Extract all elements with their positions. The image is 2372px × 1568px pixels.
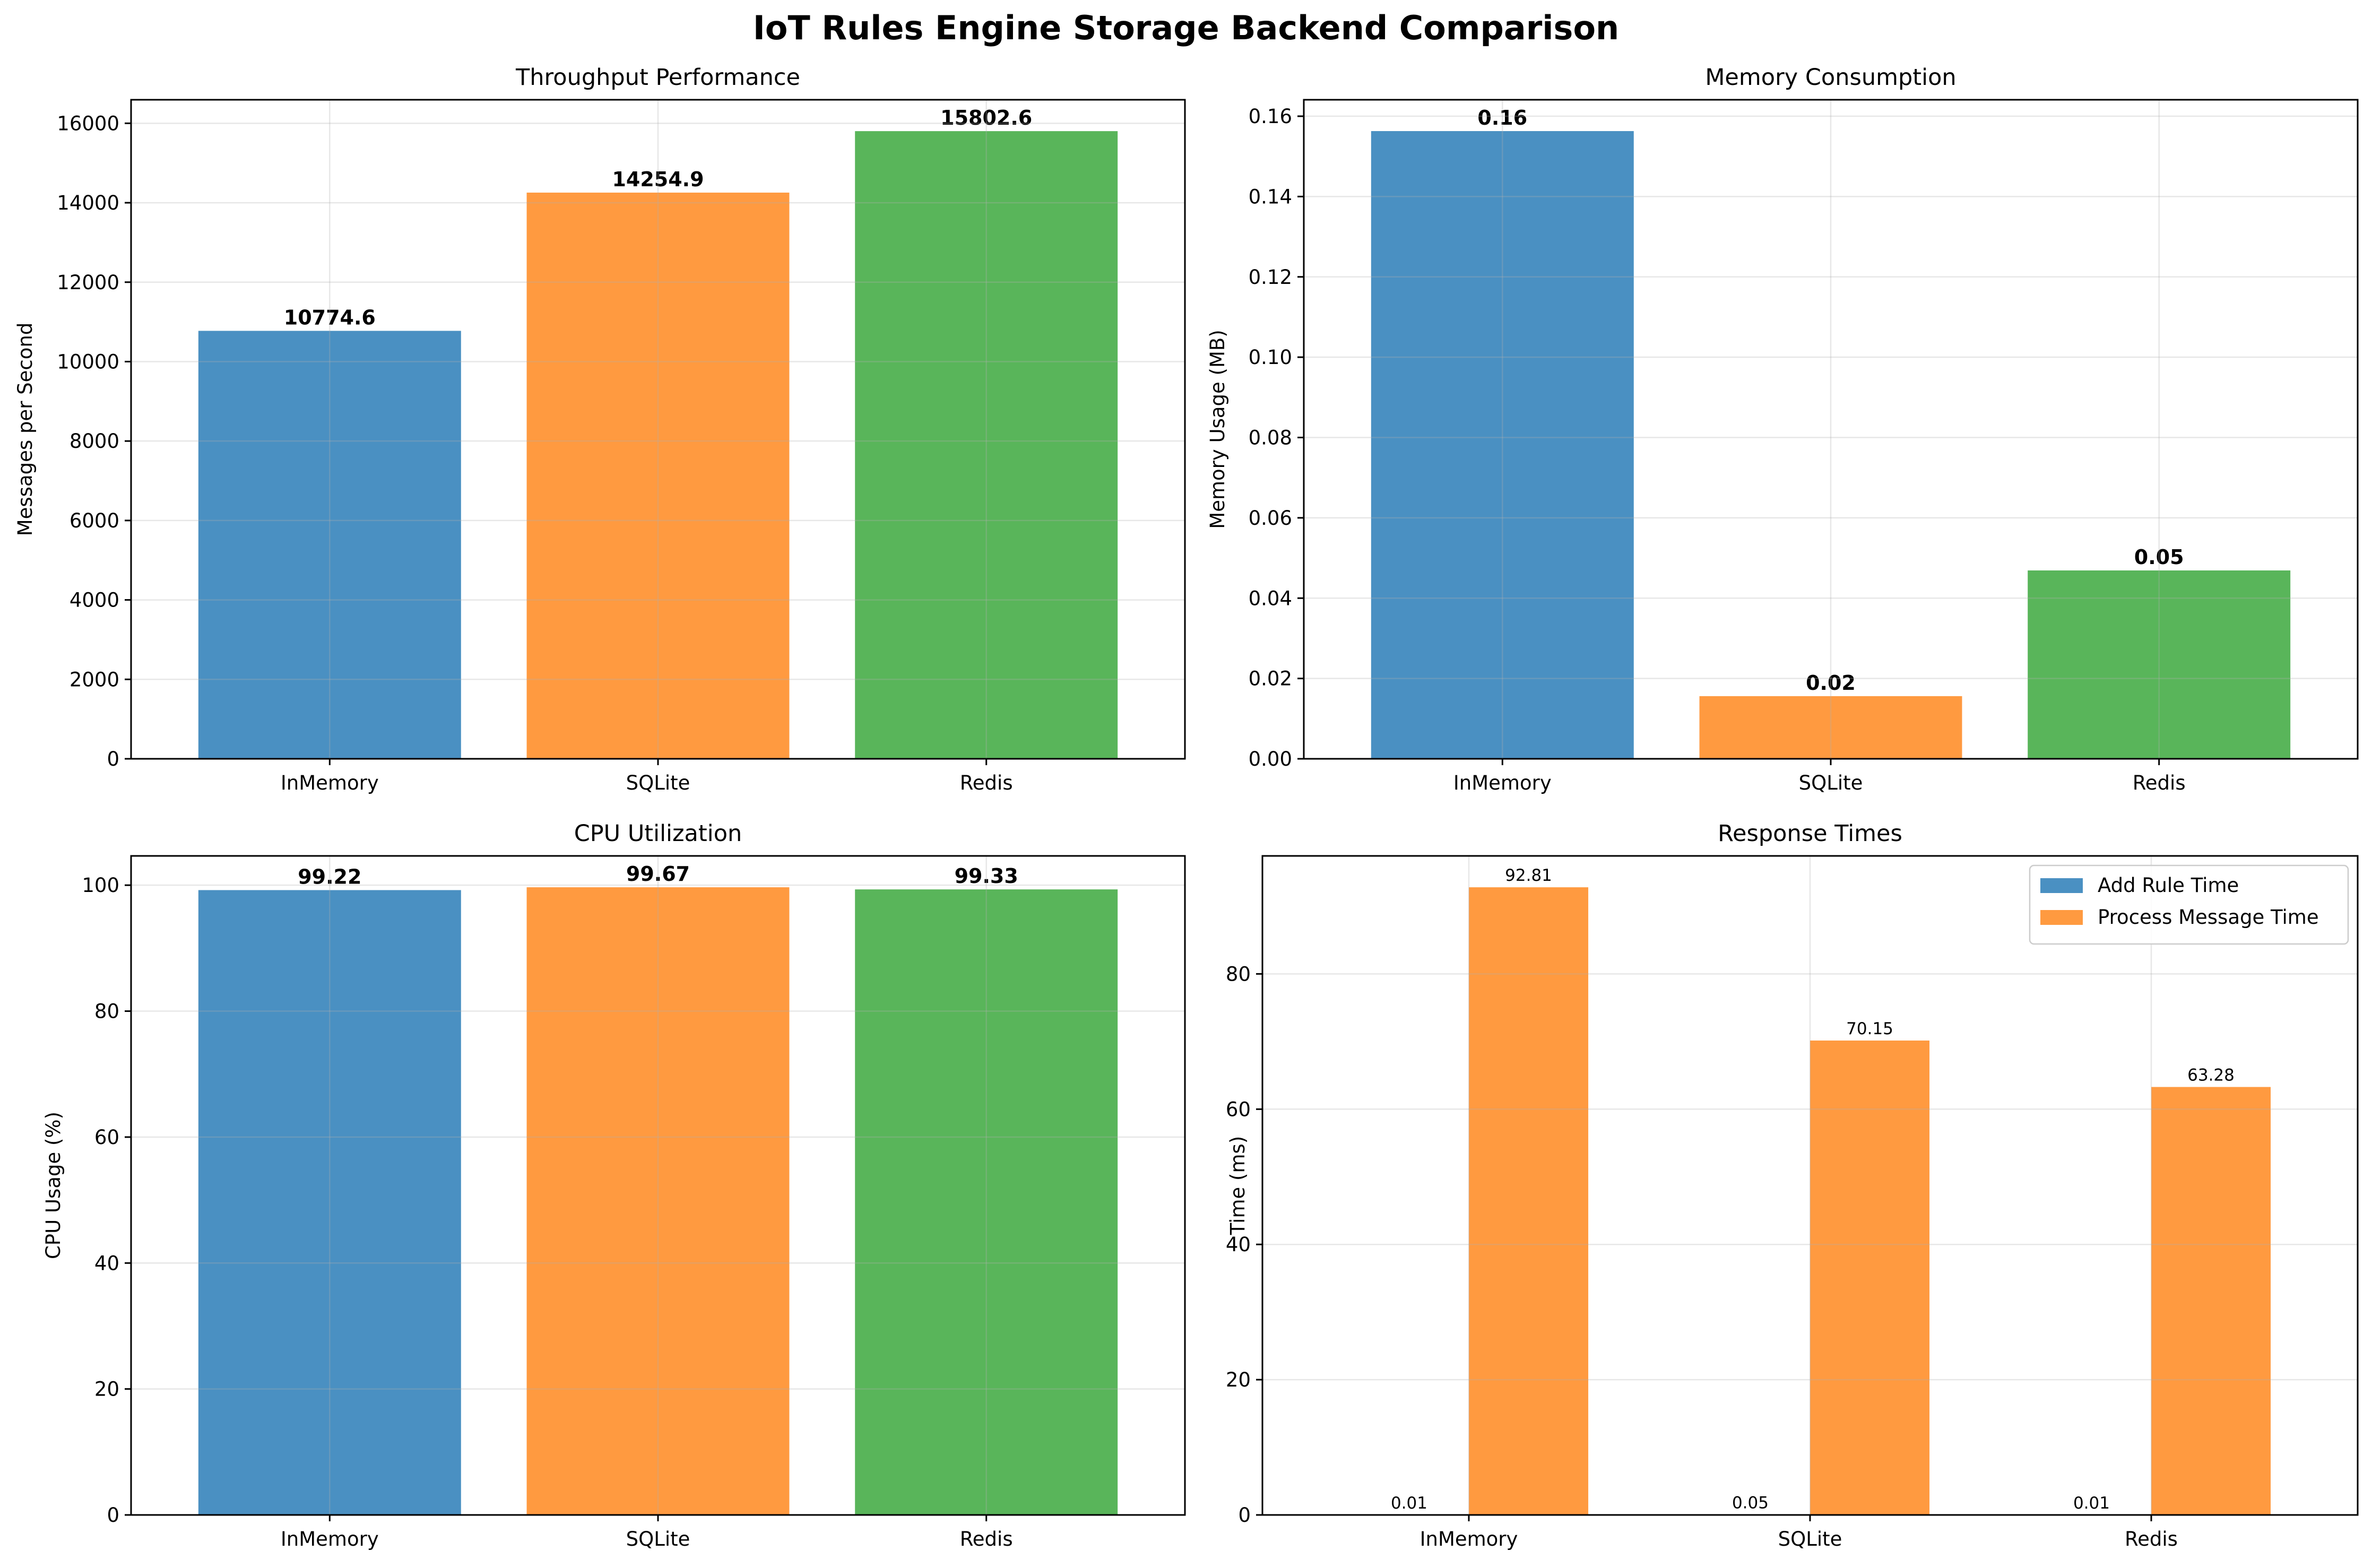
cpu-chart: CPU Utilization CPU Usage (%) 99.22 99.67… <box>42 820 1186 1550</box>
x-tick-label: InMemory <box>1453 772 1552 794</box>
bar <box>526 192 790 759</box>
y-tick-label: 0.16 <box>1249 105 1292 128</box>
figure-title: IoT Rules Engine Storage Backend Compari… <box>753 8 1619 47</box>
x-tick-label: SQLite <box>626 772 690 794</box>
data-label: 99.67 <box>626 862 690 886</box>
x-tick-label: InMemory <box>281 1528 379 1550</box>
data-label: 0.05 <box>2134 545 2184 569</box>
y-tick-label: 16000 <box>57 112 119 135</box>
legend-frame <box>2029 864 2349 945</box>
bar <box>198 331 461 759</box>
chart-title: Throughput Performance <box>515 64 800 91</box>
throughput-chart: Throughput Performance Messages per Seco… <box>14 64 1186 794</box>
data-label: 99.22 <box>298 865 361 888</box>
plot-area: 0.01 0.05 0.01 92.81 70.15 63.28 0 20 40 60 80 InMe… <box>1226 855 2359 1550</box>
y-tick-label: 10000 <box>57 350 119 373</box>
bar <box>198 890 461 1515</box>
bar <box>2151 1087 2271 1515</box>
y-tick-label: 2000 <box>70 668 119 691</box>
bar <box>855 131 1118 759</box>
bar <box>1469 887 1589 1515</box>
y-tick-label: 12000 <box>57 271 119 294</box>
y-tick-label: 6000 <box>70 509 119 532</box>
plot-area: 10774.6 14254.9 15802.6 0 2000 4000 6000 8000 10… <box>57 99 1186 794</box>
y-tick-label: 0.02 <box>1249 668 1292 690</box>
x-tick-label: Redis <box>960 772 1013 794</box>
y-tick-label: 0 <box>107 1504 119 1527</box>
bar <box>2028 570 2291 759</box>
data-label: 63.28 <box>2187 1065 2235 1085</box>
y-axis-label: Messages per Second <box>14 323 37 536</box>
x-tick-label: Redis <box>960 1528 1013 1550</box>
y-tick-label: 60 <box>1226 1098 1251 1121</box>
data-label: 0.01 <box>2073 1494 2110 1513</box>
y-tick-label: 8000 <box>70 430 119 453</box>
y-tick-label: 40 <box>94 1252 119 1275</box>
y-tick-label: 0.06 <box>1249 507 1292 530</box>
legend-entry: Process Message Time <box>2098 906 2319 929</box>
x-tick-label: SQLite <box>1799 772 1863 794</box>
x-tick-label: InMemory <box>281 772 379 794</box>
plot-area: 0.16 0.02 0.05 0.00 0.02 0.04 0.06 0.08 0.10 0.12… <box>1249 99 2359 794</box>
y-tick-label: 14000 <box>57 192 119 214</box>
bar <box>1699 696 1962 759</box>
legend-swatch <box>2040 878 2083 893</box>
y-tick-label: 4000 <box>70 589 119 612</box>
y-axis-label: CPU Usage (%) <box>42 1112 65 1259</box>
y-tick-label: 80 <box>1226 963 1251 985</box>
chart-title: Memory Consumption <box>1705 64 1956 91</box>
y-tick-label: 40 <box>1226 1233 1251 1256</box>
y-tick-label: 100 <box>82 874 119 897</box>
y-tick-label: 0.08 <box>1249 427 1292 449</box>
bar <box>855 889 1118 1515</box>
legend-swatch <box>2040 910 2083 925</box>
y-axis-label: Time (ms) <box>1226 1136 1249 1236</box>
x-tick-label: SQLite <box>626 1528 690 1550</box>
legend-entry: Add Rule Time <box>2098 874 2239 897</box>
data-label: 70.15 <box>1846 1019 1893 1038</box>
data-label: 0.16 <box>1477 106 1527 129</box>
y-axis-label: Memory Usage (MB) <box>1206 330 1229 529</box>
data-label: 0.02 <box>1806 671 1856 695</box>
plot-area: 99.22 99.67 99.33 0 20 40 60 80 100 InMemory SQLit… <box>82 855 1186 1550</box>
y-tick-label: 0.10 <box>1249 346 1292 369</box>
x-tick-label: SQLite <box>1778 1528 1842 1550</box>
bar <box>1371 131 1634 759</box>
memory-chart: Memory Consumption Memory Usage (MB) 0.1… <box>1206 64 2359 794</box>
legend: Add Rule Time Process Message Time <box>2029 864 2349 945</box>
data-label: 92.81 <box>1505 866 1552 885</box>
bar <box>1810 1040 1930 1515</box>
data-label: 99.33 <box>955 864 1018 888</box>
response-times-chart: Response Times Time (ms) 0.01 0.05 0.01 92.… <box>1226 820 2359 1550</box>
y-tick-label: 80 <box>94 1000 119 1023</box>
data-label: 0.01 <box>1391 1494 1427 1513</box>
y-tick-label: 0 <box>107 748 119 770</box>
x-tick-label: InMemory <box>1420 1528 1518 1550</box>
y-tick-label: 0.04 <box>1249 587 1292 610</box>
y-tick-label: 0.14 <box>1249 185 1292 208</box>
data-label: 0.05 <box>1732 1493 1769 1512</box>
x-tick-label: Redis <box>2125 1528 2178 1550</box>
chart-title: Response Times <box>1718 820 1902 847</box>
chart-title: CPU Utilization <box>574 820 742 847</box>
y-tick-label: 20 <box>94 1378 119 1401</box>
y-tick-label: 0 <box>1238 1504 1251 1527</box>
data-label: 14254.9 <box>612 168 704 191</box>
bar <box>526 887 790 1515</box>
y-tick-label: 60 <box>94 1126 119 1149</box>
x-tick-label: Redis <box>2133 772 2186 794</box>
y-tick-label: 0.00 <box>1249 748 1292 770</box>
y-tick-label: 20 <box>1226 1368 1251 1391</box>
data-label: 15802.6 <box>940 106 1032 129</box>
y-tick-label: 0.12 <box>1249 266 1292 289</box>
data-label: 10774.6 <box>284 306 376 329</box>
